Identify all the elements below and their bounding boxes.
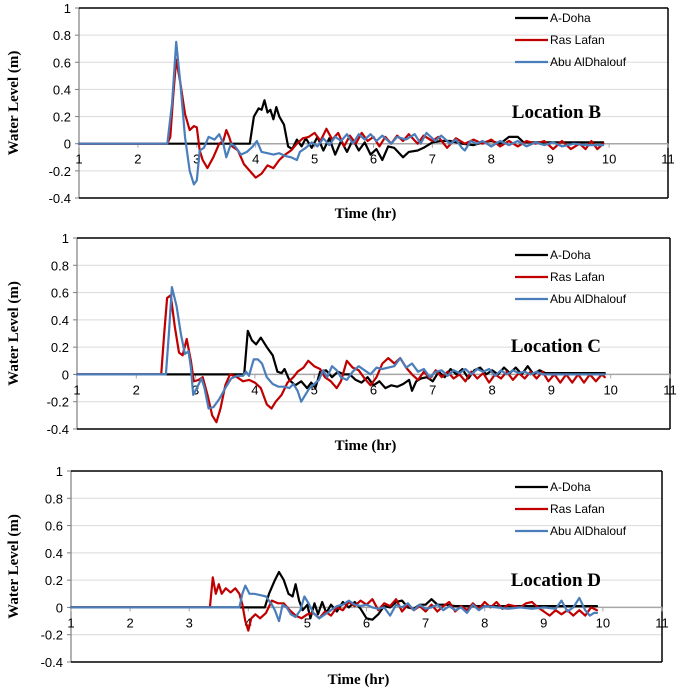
y-tick-label: 0.4 <box>51 313 69 328</box>
chart-location-b-svg: 1 0.8 0.6 0.4 0.2 0 -0.2 -0.4 1 2 3 4 5 6 7 8 9 10 11 Water… <box>6 1 675 222</box>
y-tick-label: 0.6 <box>53 55 71 70</box>
chart-location-d: 1 0.8 0.6 0.4 0.2 0 -0.2 -0.4 1 2 3 4 5 6 7 8 9 10 11 Water… <box>0 460 680 690</box>
location-title: Location D <box>511 570 601 591</box>
y-axis-title: Water Level (m) <box>6 281 22 386</box>
legend-label: Ras Lafan <box>550 502 605 516</box>
x-tick-label: 10 <box>603 382 617 397</box>
x-tick-label: 9 <box>540 615 547 630</box>
x-tick-label: 4 <box>245 615 252 630</box>
x-tick-label: 6 <box>370 382 377 397</box>
y-tick-label: 0.4 <box>53 82 71 97</box>
chart-location-b: 1 0.8 0.6 0.4 0.2 0 -0.2 -0.4 1 2 3 4 5 6 7 8 9 10 11 Water… <box>0 0 680 230</box>
x-tick-label: 4 <box>251 382 258 397</box>
y-tick-label: 0.6 <box>51 286 69 301</box>
legend-label: A-Doha <box>550 480 591 494</box>
x-tick-label: 2 <box>134 152 141 167</box>
x-tick-label: 2 <box>126 615 133 630</box>
x-tick-label: 10 <box>602 152 616 167</box>
x-tick-label: 6 <box>363 615 370 630</box>
y-tick-label: 0 <box>64 137 71 152</box>
series-line-ras-lafan <box>75 294 606 424</box>
location-title: Location C <box>511 336 601 357</box>
y-tick-label: 1 <box>64 1 71 16</box>
x-tick-label: 8 <box>481 615 488 630</box>
y-axis-title: Water Level (m) <box>6 51 22 156</box>
x-tick-label: 1 <box>75 152 82 167</box>
legend-label: Abu AlDhalouf <box>550 55 627 69</box>
x-tick-label: 1 <box>73 382 80 397</box>
y-tick-label: 0.8 <box>45 491 63 506</box>
chart-location-d-svg: 1 0.8 0.6 0.4 0.2 0 -0.2 -0.4 1 2 3 4 5 6 7 8 9 10 11 Water… <box>6 464 669 688</box>
legend-label: A-Doha <box>550 11 591 25</box>
x-tick-label: 11 <box>663 382 677 397</box>
x-tick-label: 9 <box>547 152 554 167</box>
legend-label: Ras Lafan <box>550 270 605 284</box>
y-tick-label: 0 <box>62 367 69 382</box>
x-axis-title: Time (hr) <box>328 672 390 688</box>
chart-location-c: 1 0.8 0.6 0.4 0.2 0 -0.2 -0.4 1 2 3 4 5 6 7 8 9 10 11 Water… <box>0 230 680 460</box>
x-tick-label: 3 <box>193 152 200 167</box>
y-tick-label: -0.2 <box>47 395 69 410</box>
legend-label: Ras Lafan <box>550 33 605 47</box>
y-tick-label: 1 <box>62 231 69 246</box>
x-axis-title: Time (hr) <box>335 438 397 454</box>
chart-location-c-svg: 10.80.60.40.20-0.2-0.41 2 3 4 5 6 7 8 9 10 11Water… <box>6 231 677 454</box>
series-line-abu-aldhalouf <box>77 40 605 186</box>
y-tick-label: -0.4 <box>49 191 71 206</box>
x-tick-label: 4 <box>252 152 259 167</box>
x-tick-label: 10 <box>596 615 610 630</box>
y-tick-label: -0.2 <box>49 164 71 179</box>
legend-label: Abu AlDhalouf <box>550 292 627 306</box>
x-tick-label: 7 <box>429 152 436 167</box>
x-tick-label: 2 <box>133 382 140 397</box>
y-tick-label: 0 <box>56 600 63 615</box>
legend-label: A-Doha <box>550 248 591 262</box>
x-tick-label: 3 <box>186 615 193 630</box>
series-line-abu-aldhalouf <box>75 286 606 410</box>
y-tick-label: 1 <box>56 464 63 479</box>
y-tick-label: -0.2 <box>41 628 63 643</box>
y-axis-title: Water Level (m) <box>6 514 22 619</box>
x-tick-label: 7 <box>429 382 436 397</box>
x-axis-title: Time (hr) <box>335 206 397 222</box>
x-tick-label: 8 <box>488 382 495 397</box>
y-tick-label: -0.4 <box>47 422 69 437</box>
x-tick-label: 7 <box>422 615 429 630</box>
x-tick-label: 9 <box>548 382 555 397</box>
y-tick-label: -0.4 <box>41 655 63 670</box>
y-tick-label: 0.2 <box>51 340 69 355</box>
series-line-ras-lafan <box>69 576 599 632</box>
legend-label: Abu AlDhalouf <box>550 524 627 538</box>
y-tick-label: 0.2 <box>45 573 63 588</box>
series-line-abu-aldhalouf <box>69 584 599 623</box>
x-tick-label: 6 <box>370 152 377 167</box>
x-tick-label: 8 <box>488 152 495 167</box>
y-tick-label: 0.8 <box>53 28 71 43</box>
location-title: Location B <box>512 102 602 123</box>
y-tick-label: 0.2 <box>53 110 71 125</box>
y-tick-label: 0.4 <box>45 546 63 561</box>
x-tick-label: 11 <box>661 152 675 167</box>
x-tick-label: 1 <box>67 615 74 630</box>
x-tick-label: 5 <box>304 615 311 630</box>
y-tick-label: 0.6 <box>45 519 63 534</box>
series-line-ras-lafan <box>77 58 605 179</box>
x-tick-label: 5 <box>311 152 318 167</box>
x-tick-label: 5 <box>311 382 318 397</box>
y-tick-label: 0.8 <box>51 258 69 273</box>
x-tick-label: 11 <box>655 615 669 630</box>
